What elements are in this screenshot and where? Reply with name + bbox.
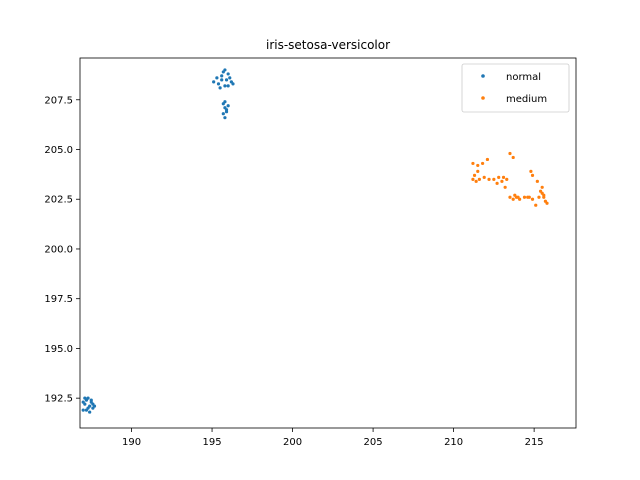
data-point-medium xyxy=(477,177,481,181)
data-point-medium xyxy=(471,177,475,181)
data-point-medium xyxy=(538,189,543,193)
y-tick-label: 197.5 xyxy=(44,294,73,305)
data-point-medium xyxy=(511,155,515,160)
x-tick-label: 190 xyxy=(122,437,141,448)
y-tick-label: 202.5 xyxy=(44,195,73,206)
legend-box xyxy=(461,63,570,113)
legend-label-normal: normal xyxy=(506,72,541,83)
data-point-normal xyxy=(216,82,221,86)
data-point-normal xyxy=(223,68,227,72)
data-point-medium xyxy=(513,193,517,197)
data-point-medium xyxy=(535,179,539,183)
data-point-normal xyxy=(231,82,235,86)
y-tick-label: 205.0 xyxy=(44,145,73,156)
data-point-normal xyxy=(223,100,227,104)
data-point-normal xyxy=(223,116,227,120)
data-point-medium xyxy=(500,179,504,183)
data-point-normal xyxy=(223,84,227,88)
data-point-normal xyxy=(224,78,229,82)
data-point-medium xyxy=(534,203,538,207)
data-point-normal xyxy=(226,84,230,88)
data-point-normal xyxy=(224,110,229,114)
data-point-medium xyxy=(482,175,486,179)
y-tick-label: 200.0 xyxy=(44,244,73,255)
data-point-normal xyxy=(83,402,87,406)
data-points xyxy=(81,68,549,414)
plot-area xyxy=(79,57,577,429)
legend-marker-normal xyxy=(481,74,485,78)
data-point-normal xyxy=(221,112,225,116)
legend: normal medium xyxy=(461,63,570,113)
y-tick-label: 192.5 xyxy=(44,394,73,405)
data-point-normal xyxy=(226,104,230,108)
data-point-medium xyxy=(540,185,544,189)
data-point-medium xyxy=(522,195,527,199)
data-point-normal xyxy=(215,76,219,80)
data-point-medium xyxy=(501,175,506,179)
data-point-normal xyxy=(83,396,87,400)
data-point-normal xyxy=(88,410,92,414)
legend-marker-medium xyxy=(481,96,485,100)
data-point-medium xyxy=(487,177,491,181)
data-point-medium xyxy=(476,169,480,173)
data-point-normal xyxy=(220,78,224,82)
data-point-normal xyxy=(86,406,90,410)
y-tick-label: 195.0 xyxy=(44,344,73,355)
data-point-medium xyxy=(492,177,496,181)
data-point-medium xyxy=(542,193,546,197)
data-point-normal xyxy=(86,396,90,400)
data-point-normal xyxy=(81,408,85,412)
data-point-medium xyxy=(529,169,533,173)
data-point-normal xyxy=(92,404,97,408)
data-point-medium xyxy=(530,173,535,177)
data-point-medium xyxy=(530,197,535,201)
data-point-normal xyxy=(218,86,222,90)
data-point-medium xyxy=(511,197,515,201)
x-axis: 190 195 200 205 210 215 xyxy=(122,428,544,448)
data-point-medium xyxy=(545,201,549,205)
x-tick-label: 195 xyxy=(203,437,222,448)
data-point-normal xyxy=(212,80,216,84)
chart-title: iris-setosa-versicolor xyxy=(266,38,390,52)
data-point-medium xyxy=(474,179,478,183)
data-point-medium xyxy=(508,195,512,199)
x-tick-label: 200 xyxy=(283,437,302,448)
legend-label-medium: medium xyxy=(506,94,547,105)
data-point-medium xyxy=(537,195,541,199)
data-point-medium xyxy=(503,185,507,189)
data-point-medium xyxy=(516,195,520,199)
data-point-medium xyxy=(471,161,475,166)
data-point-medium xyxy=(497,175,501,179)
data-point-medium xyxy=(480,161,485,166)
y-tick-label: 207.5 xyxy=(44,95,73,106)
data-point-normal xyxy=(89,400,93,404)
y-axis: 192.5 195.0 197.5 200.0 202.5 205.0 207.5 xyxy=(44,95,80,405)
data-point-normal xyxy=(226,72,230,76)
data-point-medium xyxy=(485,157,490,162)
x-tick-label: 210 xyxy=(444,437,463,448)
data-point-medium xyxy=(495,181,499,185)
data-point-medium xyxy=(476,163,480,168)
data-point-medium xyxy=(526,195,530,199)
x-tick-label: 215 xyxy=(525,437,544,448)
data-point-normal xyxy=(220,74,224,78)
x-tick-label: 205 xyxy=(364,437,383,448)
data-point-medium xyxy=(508,151,512,156)
data-point-medium xyxy=(505,177,509,181)
data-point-medium xyxy=(472,173,477,177)
data-point-normal xyxy=(228,76,232,80)
